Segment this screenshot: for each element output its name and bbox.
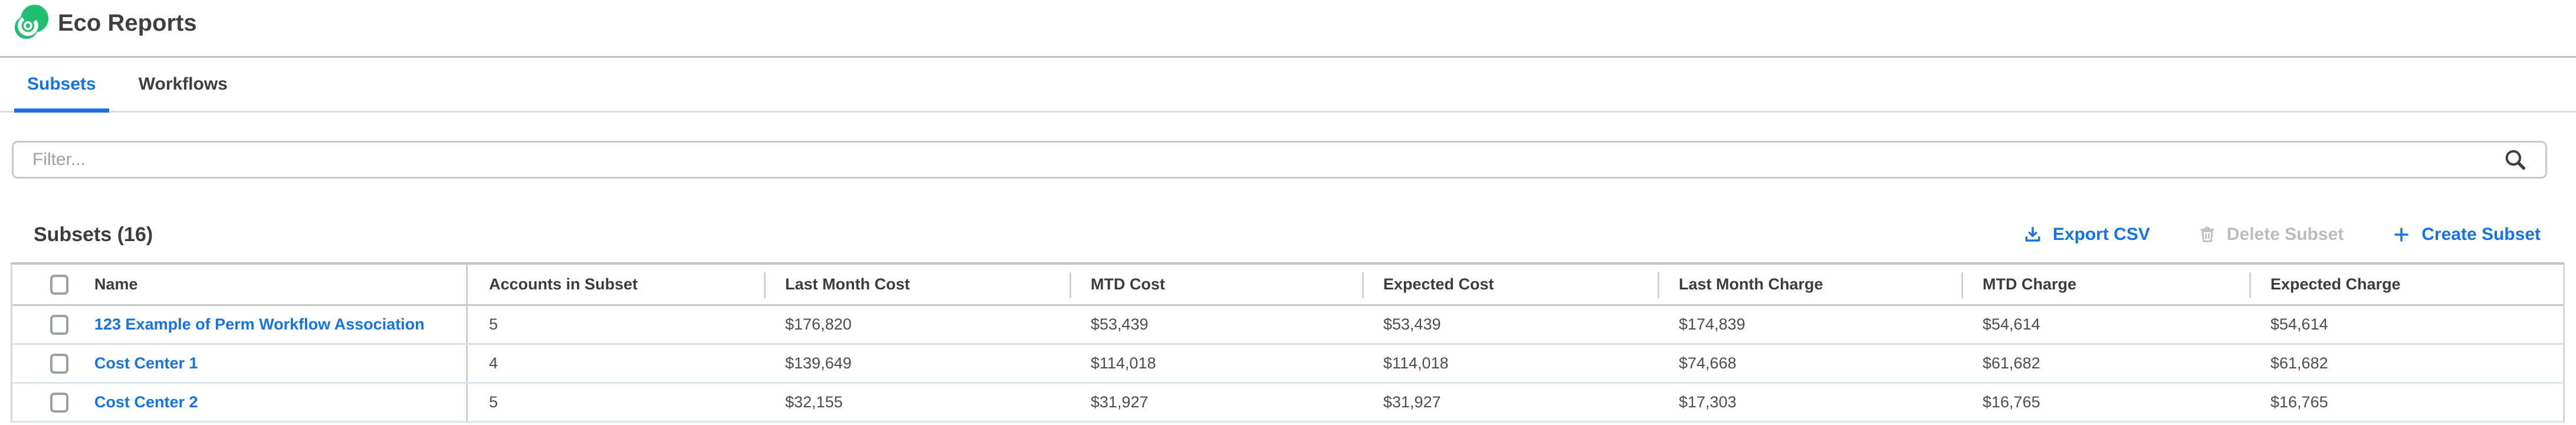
table-header-row: Name Accounts in Subset Last Month Cost … (12, 265, 2563, 306)
table-row: 123 Example of Perm Workflow Association… (12, 306, 2563, 345)
export-csv-label: Export CSV (2052, 225, 2150, 244)
row-expected-charge-cell: $61,682 (2270, 354, 2328, 372)
filter-input[interactable] (14, 143, 2503, 177)
row-checkbox[interactable] (50, 353, 68, 374)
header-cell-name: Name (12, 265, 468, 304)
subset-link[interactable]: Cost Center 2 (94, 393, 198, 411)
page-title: Eco Reports (58, 9, 197, 36)
plus-icon (2394, 228, 2408, 242)
row-mtd-cost-cell: $31,927 (1091, 393, 1148, 411)
row-expected-cost-cell: $114,018 (1383, 354, 1449, 372)
eco-logo-icon (14, 5, 49, 39)
subsets-toolbar: Subsets (16) Export CSV Delete Subset (0, 212, 2541, 257)
row-expected-charge-cell: $54,614 (2270, 315, 2328, 333)
tab-subsets[interactable]: Subsets (14, 58, 109, 113)
row-last-month-charge-cell: $74,668 (1679, 354, 1737, 372)
row-last-month-cost-cell: $32,155 (785, 393, 843, 411)
header-cell-expected-charge: Expected Charge (2249, 265, 2563, 304)
delete-subset-button[interactable]: Delete Subset (2198, 225, 2344, 245)
search-icon[interactable] (2503, 147, 2528, 172)
tab-subsets-label: Subsets (27, 74, 96, 94)
toolbar-buttons: Export CSV Delete Subset Create Subset (2023, 225, 2541, 245)
row-name-cell: Cost Center 2 (12, 384, 468, 421)
row-accounts-cell: 5 (489, 315, 498, 333)
header-cell-mtd-charge: MTD Charge (1961, 265, 2249, 304)
header-cell-last-month-charge: Last Month Charge (1658, 265, 1961, 304)
download-icon (2025, 226, 2040, 242)
table-row: Cost Center 1 4 $139,649 $114,018 $114,0… (12, 345, 2563, 384)
section-title: Subsets (16) (34, 223, 153, 246)
create-subset-button[interactable]: Create Subset (2392, 225, 2541, 245)
delete-subset-label: Delete Subset (2226, 225, 2344, 244)
export-csv-button[interactable]: Export CSV (2023, 225, 2150, 245)
tab-workflows[interactable]: Workflows (126, 58, 241, 111)
tab-workflows-label: Workflows (138, 74, 228, 94)
row-checkbox[interactable] (50, 392, 68, 413)
row-last-month-charge-cell: $174,839 (1679, 315, 1745, 333)
row-mtd-charge-cell: $54,614 (1983, 315, 2040, 333)
row-last-month-charge-cell: $17,303 (1679, 393, 1737, 411)
row-expected-charge-cell: $16,765 (2270, 393, 2328, 411)
tab-bar: Subsets Workflows (0, 58, 2576, 113)
row-mtd-cost-cell: $53,439 (1091, 315, 1148, 333)
row-last-month-cost-cell: $176,820 (785, 315, 852, 333)
header-divider (0, 56, 2576, 58)
header-cell-mtd-cost: MTD Cost (1069, 265, 1362, 304)
row-accounts-cell: 5 (489, 393, 498, 411)
filter-field (12, 141, 2547, 179)
row-name-cell: 123 Example of Perm Workflow Association (12, 306, 468, 343)
row-expected-cost-cell: $53,439 (1383, 315, 1441, 333)
row-name-cell: Cost Center 1 (12, 345, 468, 382)
header-cell-accounts: Accounts in Subset (489, 275, 638, 293)
table-row: Cost Center 2 5 $32,155 $31,927 $31,927 … (12, 384, 2563, 423)
row-mtd-charge-cell: $61,682 (1983, 354, 2040, 372)
row-expected-cost-cell: $31,927 (1383, 393, 1441, 411)
app-header: Eco Reports (0, 0, 2576, 56)
subsets-table: Name Accounts in Subset Last Month Cost … (11, 262, 2565, 423)
row-mtd-charge-cell: $16,765 (1983, 393, 2040, 411)
header-cell-last-month-cost: Last Month Cost (764, 265, 1069, 304)
row-checkbox[interactable] (50, 314, 68, 335)
row-last-month-cost-cell: $139,649 (785, 354, 852, 372)
row-accounts-cell: 4 (489, 354, 498, 372)
row-mtd-cost-cell: $114,018 (1091, 354, 1156, 372)
trash-icon (2200, 226, 2214, 242)
column-header-name: Name (94, 275, 138, 293)
subset-link[interactable]: 123 Example of Perm Workflow Association (94, 315, 425, 333)
create-subset-label: Create Subset (2421, 225, 2541, 244)
header-cell-expected-cost: Expected Cost (1362, 265, 1658, 304)
select-all-checkbox[interactable] (50, 274, 68, 295)
subset-link[interactable]: Cost Center 1 (94, 354, 198, 372)
